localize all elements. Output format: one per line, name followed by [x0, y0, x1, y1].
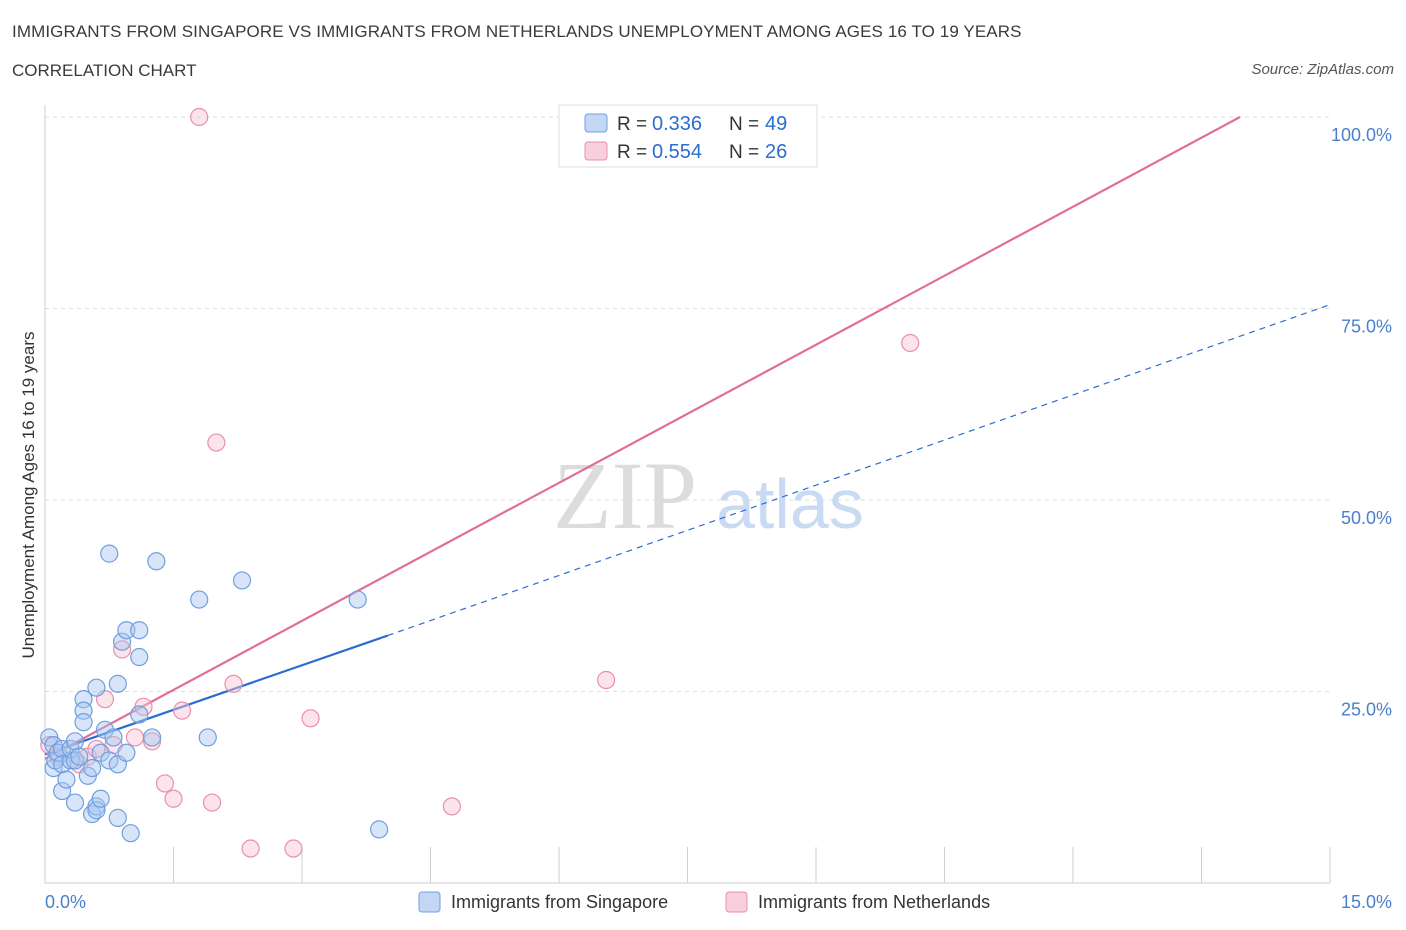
singapore-point: [348, 590, 367, 609]
netherlands-point: [597, 670, 616, 690]
singapore-point: [232, 571, 252, 590]
singapore-point: [100, 751, 119, 770]
y-tick-label: 100.0%: [1331, 125, 1392, 145]
trendlines: [44, 116, 1331, 760]
singapore-point: [121, 824, 140, 843]
x-tick-label-min: 0.0%: [45, 892, 86, 912]
netherlands-point: [172, 701, 192, 720]
singapore-point: [53, 781, 72, 801]
netherlands-swatch-icon: [584, 141, 608, 161]
singapore-point: [70, 747, 89, 766]
netherlands-point: [241, 839, 260, 858]
netherlands-point: [301, 709, 320, 728]
netherlands-point: [125, 728, 145, 747]
singapore-point: [117, 743, 136, 762]
singapore-n-value: 49: [765, 113, 787, 135]
trendline-dashed: [387, 304, 1331, 637]
singapore-point: [142, 728, 162, 747]
singapore-point: [130, 705, 149, 724]
singapore-point: [65, 793, 85, 812]
legend-netherlands-icon: [725, 891, 748, 913]
singapore-point: [190, 590, 209, 609]
singapore-point: [83, 758, 102, 778]
singapore-point: [104, 728, 123, 747]
chart-subtitle: CORRELATION CHART: [12, 61, 197, 80]
trendline-solid: [44, 116, 1241, 760]
netherlands-r-label: R =: [617, 142, 647, 163]
netherlands-n-label: N =: [729, 142, 759, 163]
y-tick-label: 50.0%: [1341, 508, 1392, 528]
series-legend: Immigrants from Singapore Immigrants fro…: [418, 891, 990, 913]
trendline-solid: [44, 634, 389, 756]
singapore-r-label: R =: [617, 114, 647, 135]
singapore-point: [57, 770, 76, 789]
netherlands-point: [224, 674, 243, 693]
legend-singapore-icon: [418, 891, 441, 913]
zipatlas-watermark: ZIP atlas: [553, 442, 864, 549]
netherlands-point: [207, 433, 226, 452]
chart-title: IMMIGRANTS FROM SINGAPORE VS IMMIGRANTS …: [12, 22, 1022, 41]
netherlands-point: [442, 797, 462, 816]
singapore-point: [198, 728, 217, 747]
singapore-point: [108, 808, 127, 827]
singapore-point: [91, 789, 110, 808]
netherlands-point: [901, 333, 920, 353]
singapore-point: [87, 678, 106, 697]
netherlands-point: [142, 732, 162, 751]
legend-singapore-label: Immigrants from Singapore: [451, 892, 668, 912]
y-tick-label: 75.0%: [1341, 317, 1392, 337]
watermark-zip: ZIP: [553, 442, 697, 549]
singapore-point: [130, 621, 149, 640]
singapore-point: [117, 621, 136, 640]
netherlands-point: [155, 774, 175, 793]
singapore-point: [74, 713, 93, 732]
netherlands-point: [202, 793, 222, 812]
singapore-point: [147, 552, 166, 571]
watermark-atlas: atlas: [716, 465, 864, 543]
singapore-point: [65, 732, 85, 751]
singapore-point: [130, 647, 149, 667]
x-tick-label-max: 15.0%: [1341, 892, 1392, 912]
stats-legend: R = 0.336 N = 49 R = 0.554 N = 26: [558, 104, 818, 168]
data-points: [40, 107, 920, 858]
singapore-point: [370, 820, 389, 839]
netherlands-point: [190, 107, 209, 127]
netherlands-point: [112, 640, 132, 659]
netherlands-point: [284, 839, 303, 858]
singapore-r-value: 0.336: [652, 113, 702, 135]
legend-netherlands-label: Immigrants from Netherlands: [758, 892, 990, 912]
source-attribution: Source: ZipAtlas.com: [1251, 61, 1394, 78]
singapore-point: [112, 632, 132, 651]
singapore-point: [100, 544, 119, 563]
y-axis-title: Unemployment Among Ages 16 to 19 years: [19, 332, 38, 659]
singapore-point: [108, 674, 127, 693]
netherlands-n-value: 26: [765, 141, 787, 163]
singapore-swatch-icon: [584, 113, 608, 133]
singapore-point: [87, 801, 106, 820]
netherlands-r-value: 0.554: [652, 141, 702, 163]
tick-labels: 0.0% 15.0% 25.0% 50.0% 75.0% 100.0%: [45, 125, 1392, 912]
singapore-n-label: N =: [729, 114, 759, 135]
y-tick-label: 25.0%: [1341, 700, 1392, 720]
netherlands-point: [164, 789, 183, 808]
